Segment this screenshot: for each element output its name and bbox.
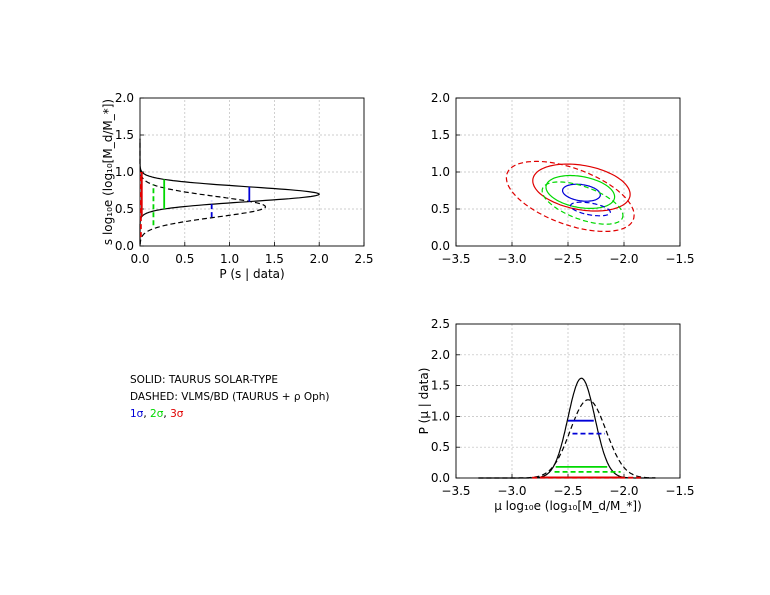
contour-solid <box>562 183 601 202</box>
y-tick-label: 0.5 <box>431 202 450 216</box>
x-tick-label: −1.5 <box>665 484 694 498</box>
y-tick-label: 2.0 <box>431 91 450 105</box>
x-axis-label: P (s | data) <box>219 267 284 281</box>
x-tick-label: 2.0 <box>310 252 329 266</box>
y-tick-label: 1.0 <box>431 165 450 179</box>
y-tick-label: 0.0 <box>431 471 450 485</box>
y-tick-label: 1.5 <box>115 128 134 142</box>
legend-sep-1: , <box>143 408 151 420</box>
x-tick-label: −2.0 <box>609 252 638 266</box>
y-tick-label: 0.5 <box>431 440 450 454</box>
x-tick-label: −2.5 <box>553 252 582 266</box>
x-tick-label: −3.5 <box>441 484 470 498</box>
contour-solid <box>545 174 616 209</box>
legend-1sigma: 1σ <box>130 408 144 420</box>
panel-joint: −3.5 −3.0 −2.5 −2.0 −1.5 0.0 0.5 1.0 1.5 2.0 <box>431 91 695 266</box>
x-tick-label: −2.5 <box>553 484 582 498</box>
x-axis-label: μ log₁₀e (log₁₀[M_d/M_*]) <box>494 499 642 513</box>
x-tick-label: 2.5 <box>354 252 373 266</box>
y-tick-label: 0.5 <box>115 202 134 216</box>
y-tick-label: 2.5 <box>431 317 450 331</box>
legend-2sigma: 2σ <box>150 408 164 420</box>
x-tick-label: −1.5 <box>665 252 694 266</box>
y-tick-label: 0.0 <box>431 239 450 253</box>
contour-dashed <box>569 201 611 217</box>
posterior-curve-solid <box>478 377 656 479</box>
legend-3sigma: 3σ <box>170 408 184 420</box>
x-tick-label: −3.5 <box>441 252 470 266</box>
x-tick-label: 1.0 <box>220 252 239 266</box>
legend-sep-2: , <box>163 408 171 420</box>
contour-dashed <box>505 160 635 232</box>
y-axis-label: s log₁₀e (log₁₀[M_d/M_*]) <box>101 99 115 245</box>
y-tick-label: 1.5 <box>431 379 450 393</box>
x-tick-label: 0.5 <box>175 252 194 266</box>
x-tick-label: 1.5 <box>265 252 284 266</box>
plot-frame <box>455 97 681 247</box>
contour-solid <box>532 163 631 212</box>
x-tick-label: −3.0 <box>497 484 526 498</box>
panel-p-s: 0.0 0.5 1.0 1.5 2.0 2.5 0.0 0.5 1.0 1.5 2.0 P (s | … <box>101 91 374 281</box>
posterior-curve-dashed <box>478 399 656 479</box>
y-tick-label: 1.0 <box>115 165 134 179</box>
y-tick-label: 1.0 <box>431 409 450 423</box>
panel-p-mu: −3.5 −3.0 −2.5 −2.0 −1.5 0.0 0.5 1.0 1.5 2.0 2.5 μ … <box>417 317 695 513</box>
legend-sigma: 1σ, 2σ, 3σ <box>130 406 330 423</box>
posterior-curve-dashed <box>139 138 266 245</box>
x-tick-label: 0.0 <box>130 252 149 266</box>
x-tick-label: −2.0 <box>609 484 638 498</box>
x-tick-label: −3.0 <box>497 252 526 266</box>
y-tick-label: 1.5 <box>431 128 450 142</box>
legend: SOLID: TAURUS SOLAR-TYPE DASHED: VLMS/BD… <box>130 372 330 423</box>
y-tick-label: 2.0 <box>431 348 450 362</box>
contour-dashed <box>541 181 624 225</box>
y-axis-label: P (μ | data) <box>417 368 431 435</box>
y-tick-label: 0.0 <box>115 239 134 253</box>
y-tick-label: 2.0 <box>115 91 134 105</box>
legend-solid: SOLID: TAURUS SOLAR-TYPE <box>130 374 278 386</box>
legend-dashed: DASHED: VLMS/BD (TAURUS + ρ Oph) <box>130 391 330 403</box>
